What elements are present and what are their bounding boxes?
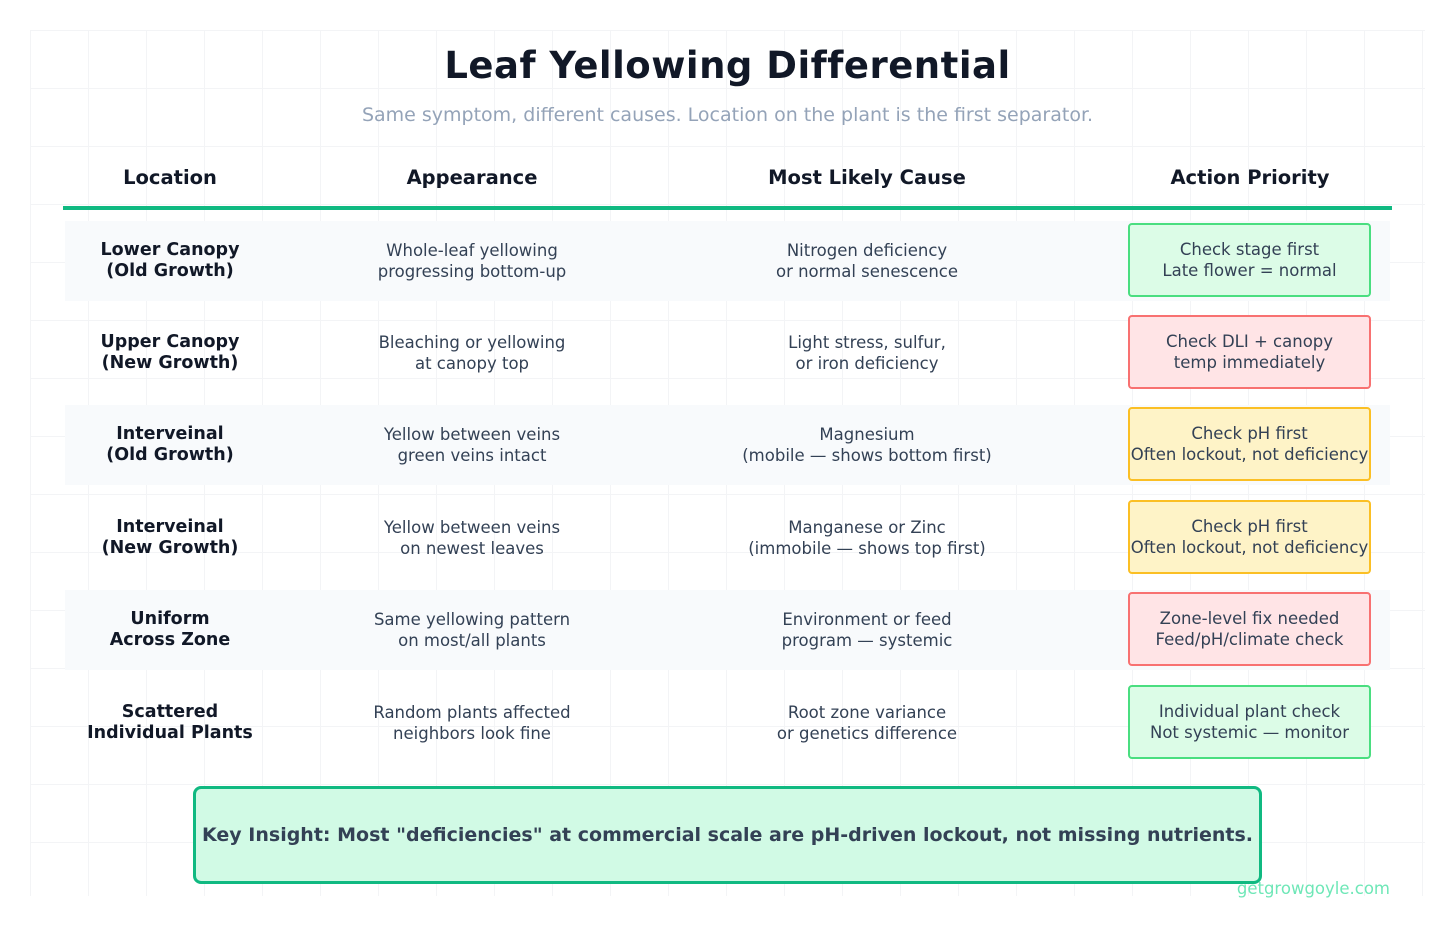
column-header-location: Location — [123, 166, 217, 189]
action-badge-high: Check DLI + canopy temp immediately — [1128, 315, 1371, 389]
appearance-line: Yellow between veins — [383, 425, 561, 444]
appearance-cell: Whole-leaf yellowing progressing bottom-… — [322, 221, 622, 301]
appearance-cell: Yellow between veins on newest leaves — [322, 498, 622, 578]
location-line: (Old Growth) — [106, 445, 234, 465]
location-line: (Old Growth) — [106, 261, 234, 281]
key-insight-box — [193, 786, 1262, 884]
location-line: (New Growth) — [101, 538, 239, 558]
cause-cell: Root zone variance or genetics differenc… — [667, 683, 1067, 763]
column-header-action: Action Priority — [1170, 166, 1330, 189]
cause-cell: Manganese or Zinc (immobile — shows top … — [667, 498, 1067, 578]
cause-line: Environment or feed — [782, 610, 952, 629]
appearance-cell: Same yellowing pattern on most/all plant… — [322, 590, 622, 670]
cause-line: or normal senescence — [775, 262, 959, 281]
appearance-line: at canopy top — [414, 354, 530, 373]
location-line: Interveinal — [116, 424, 224, 444]
table-row: Lower Canopy (Old Growth) Whole-leaf yel… — [0, 221, 1455, 301]
appearance-line: green veins intact — [397, 446, 547, 465]
location-line: Lower Canopy — [100, 240, 240, 260]
appearance-line: Bleaching or yellowing — [378, 333, 566, 352]
location-line: Uniform — [130, 609, 210, 629]
cause-line: or genetics difference — [776, 724, 958, 743]
action-badge-low: Individual plant check Not systemic — mo… — [1128, 685, 1371, 759]
cause-line: Nitrogen deficiency — [786, 241, 948, 260]
table-header: Location Appearance Most Likely Cause Ac… — [0, 166, 1455, 194]
action-line: Late flower = normal — [1162, 261, 1337, 280]
action-badge-medium: Check pH first Often lockout, not defici… — [1128, 407, 1371, 481]
location-line: Interveinal — [116, 517, 224, 537]
appearance-cell: Yellow between veins green veins intact — [322, 405, 622, 485]
action-line: Often lockout, not deficiency — [1130, 445, 1369, 464]
action-line: Not systemic — monitor — [1149, 723, 1349, 742]
action-line: Check pH first — [1191, 517, 1308, 536]
appearance-line: on newest leaves — [400, 539, 544, 558]
location-line: Scattered — [121, 702, 219, 722]
cause-cell: Magnesium (mobile — shows bottom first) — [667, 405, 1067, 485]
location-line: Across Zone — [109, 630, 231, 650]
column-header-appearance: Appearance — [406, 166, 538, 189]
appearance-line: Same yellowing pattern — [373, 610, 571, 629]
appearance-line: Random plants affected — [373, 703, 571, 722]
appearance-line: Yellow between veins — [383, 518, 561, 537]
location-line: (New Growth) — [101, 353, 239, 373]
location-cell: Upper Canopy (New Growth) — [60, 313, 280, 393]
action-badge-high: Zone-level fix needed Feed/pH/climate ch… — [1128, 592, 1371, 666]
cause-line: or iron deficiency — [795, 354, 939, 373]
cause-line: (mobile — shows bottom first) — [742, 446, 992, 465]
cause-line: program — systemic — [781, 631, 953, 650]
appearance-line: on most/all plants — [398, 631, 546, 650]
cause-cell: Environment or feed program — systemic — [667, 590, 1067, 670]
location-cell: Lower Canopy (Old Growth) — [60, 221, 280, 301]
cause-cell: Nitrogen deficiency or normal senescence — [667, 221, 1067, 301]
action-line: Check stage first — [1179, 240, 1320, 259]
cause-line: Light stress, sulfur, — [788, 333, 946, 352]
action-badge-medium: Check pH first Often lockout, not defici… — [1128, 500, 1371, 574]
appearance-cell: Random plants affected neighbors look fi… — [322, 683, 622, 763]
table-row: Interveinal (New Growth) Yellow between … — [0, 498, 1455, 578]
table-row: Scattered Individual Plants Random plant… — [0, 683, 1455, 763]
location-cell: Uniform Across Zone — [60, 590, 280, 670]
action-line: Check DLI + canopy — [1165, 332, 1334, 351]
location-line: Upper Canopy — [100, 332, 240, 352]
action-line: Zone-level fix needed — [1159, 609, 1340, 628]
cause-line: Manganese or Zinc — [788, 518, 946, 537]
column-header-cause: Most Likely Cause — [768, 166, 966, 189]
page-subtitle: Same symptom, different causes. Location… — [361, 104, 1094, 126]
action-line: Individual plant check — [1158, 702, 1341, 721]
location-cell: Interveinal (Old Growth) — [60, 405, 280, 485]
action-line: Often lockout, not deficiency — [1130, 538, 1369, 557]
action-line: Check pH first — [1191, 424, 1308, 443]
appearance-line: Whole-leaf yellowing — [386, 241, 558, 260]
page-title: Leaf Yellowing Differential — [444, 44, 1011, 87]
key-insight-text: Key Insight: Most "deficiencies" at comm… — [202, 824, 1253, 846]
cause-line: Root zone variance — [787, 703, 947, 722]
footer-url: getgrowgoyle.com — [1236, 879, 1390, 898]
appearance-line: progressing bottom-up — [377, 262, 567, 281]
appearance-line: neighbors look fine — [393, 724, 551, 743]
action-line: temp immediately — [1173, 353, 1326, 372]
action-badge-low: Check stage first Late flower = normal — [1128, 223, 1371, 297]
cause-cell: Light stress, sulfur, or iron deficiency — [667, 313, 1067, 393]
cause-line: (immobile — shows top first) — [748, 539, 986, 558]
cause-line: Magnesium — [819, 425, 915, 444]
location-cell: Scattered Individual Plants — [60, 683, 280, 763]
action-line: Feed/pH/climate check — [1155, 630, 1344, 649]
appearance-cell: Bleaching or yellowing at canopy top — [322, 313, 622, 393]
location-line: Individual Plants — [87, 723, 253, 743]
location-cell: Interveinal (New Growth) — [60, 498, 280, 578]
table-row: Interveinal (Old Growth) Yellow between … — [0, 405, 1455, 485]
table-row: Uniform Across Zone Same yellowing patte… — [0, 590, 1455, 670]
header-divider — [63, 206, 1392, 210]
table-row: Upper Canopy (New Growth) Bleaching or y… — [0, 313, 1455, 393]
